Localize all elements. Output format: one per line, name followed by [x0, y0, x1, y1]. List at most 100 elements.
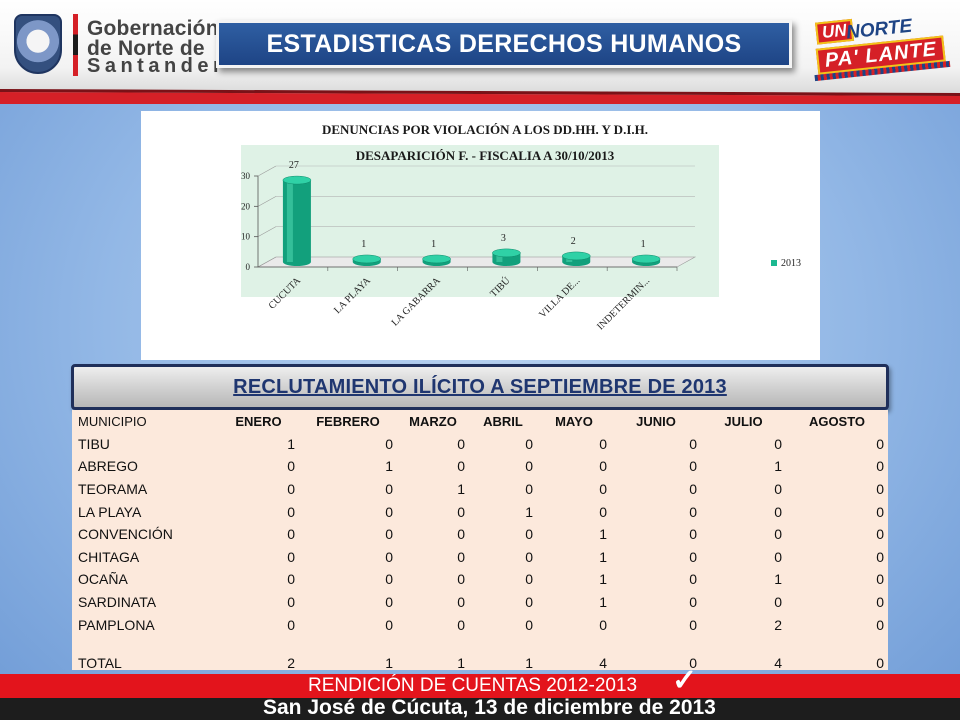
municipio-cell: LA PLAYA [78, 503, 142, 520]
value-cell: 0 [287, 571, 295, 588]
value-cell: 0 [457, 616, 465, 633]
recruitment-table-panel: MUNICIPIO ENERO FEBRERO MARZO ABRIL MAYO… [72, 410, 888, 671]
chart-panel: 0 10 20 30 27 CUCUTA 1 LA PLAYA 1 LA GABARRA 3 TIBÚ… [141, 111, 820, 360]
recruitment-banner: RECLUTAMIENTO ILÍCITO A SEPTIEMBRE DE 20… [71, 364, 889, 410]
value-cell: 0 [774, 503, 782, 520]
table-row: OCAÑA 0 0 0 0 1 0 1 0 [72, 568, 888, 591]
value-cell: 0 [457, 548, 465, 565]
legend-swatch [771, 260, 777, 266]
value-cell: 0 [689, 548, 697, 565]
bar-top [422, 254, 451, 264]
value-cell: 0 [689, 594, 697, 611]
bar-top [352, 254, 381, 264]
value-cell: 0 [774, 481, 782, 498]
value-cell: 1 [385, 655, 393, 672]
data-label: 2 [571, 236, 576, 247]
table-row: CONVENCIÓN 0 0 0 0 1 0 0 0 [72, 523, 888, 546]
value-cell: 0 [689, 458, 697, 475]
value-cell: 0 [876, 616, 884, 633]
municipio-cell: ABREGO [78, 458, 138, 475]
value-cell: 1 [385, 458, 393, 475]
data-label: 1 [361, 239, 366, 250]
chart-subtitle: DESAPARICIÓN F. - FISCALIA A 30/10/2013 [356, 148, 615, 163]
value-cell: 0 [287, 548, 295, 565]
value-cell: 0 [599, 616, 607, 633]
value-cell: 0 [525, 435, 533, 452]
value-cell: 1 [774, 458, 782, 475]
value-cell: 1 [457, 655, 465, 672]
column-header: JULIO [724, 413, 763, 429]
value-cell: 0 [599, 481, 607, 498]
bar-highlight [286, 180, 293, 262]
value-cell: 2 [287, 655, 295, 672]
value-cell: 0 [876, 503, 884, 520]
table-body: TIBU 1 0 0 0 0 0 0 0 ABREGO 0 1 0 0 0 0 1 0 TEORAMA 0 0 1 0 0 0 0… [72, 433, 888, 675]
org-name-line-1: Gobernación [87, 17, 219, 40]
footer-red-band: RENDICIÓN DE CUENTAS 2012-2013 ✓ [0, 666, 960, 698]
value-cell: 0 [457, 526, 465, 543]
value-cell: 1 [774, 571, 782, 588]
bar-highlight [496, 252, 503, 262]
value-cell: 0 [599, 503, 607, 520]
column-header: AGOSTO [808, 413, 866, 429]
chart-floor [256, 256, 697, 268]
table-row: TEORAMA 0 0 1 0 0 0 0 0 [72, 478, 888, 501]
value-cell: 0 [774, 548, 782, 565]
value-cell: 1 [525, 655, 533, 672]
value-cell: 2 [774, 616, 782, 633]
value-cell: 0 [385, 594, 393, 611]
column-header: MARZO [409, 413, 457, 429]
y-tick-label: 30 [241, 171, 251, 181]
table-row: TIBU 1 0 0 0 0 0 0 0 [72, 433, 888, 456]
value-cell: 1 [599, 571, 607, 588]
page-title: ESTADISTICAS DERECHOS HUMANOS [216, 20, 792, 68]
value-cell: 0 [457, 594, 465, 611]
value-cell: 0 [525, 548, 533, 565]
rendicion-text: RENDICIÓN DE CUENTAS 2012-2013 [308, 675, 638, 696]
value-cell: 0 [287, 503, 295, 520]
spacer-cell [72, 636, 888, 652]
recruitment-table: MUNICIPIO ENERO FEBRERO MARZO ABRIL MAYO… [72, 410, 888, 675]
value-cell: 0 [689, 503, 697, 520]
value-cell: 0 [774, 594, 782, 611]
municipio-cell: OCAÑA [78, 571, 128, 588]
org-name-line-2: de Norte de [87, 37, 205, 60]
value-cell: 0 [876, 548, 884, 565]
value-cell: 0 [385, 481, 393, 498]
value-cell: 1 [525, 503, 533, 520]
header-red-swoosh [0, 89, 960, 104]
recruitment-banner-title: RECLUTAMIENTO ILÍCITO A SEPTIEMBRE DE 20… [233, 375, 727, 398]
value-cell: 0 [525, 571, 533, 588]
value-cell: 4 [774, 655, 782, 672]
crest-logo-icon [14, 14, 62, 74]
value-cell: 0 [689, 616, 697, 633]
legend-label: 2013 [781, 258, 801, 269]
value-cell: 0 [876, 458, 884, 475]
value-cell: 0 [774, 435, 782, 452]
municipio-cell: SARDINATA [78, 594, 157, 611]
value-cell: 0 [689, 481, 697, 498]
value-cell: 0 [599, 458, 607, 475]
value-cell: 0 [457, 435, 465, 452]
value-cell: 0 [385, 548, 393, 565]
column-header: FEBRERO [316, 413, 380, 429]
value-cell: 0 [385, 435, 393, 452]
value-cell: 0 [876, 481, 884, 498]
data-label: 3 [501, 233, 506, 244]
logo-separator [73, 14, 78, 76]
check-mark-icon: ✓ [672, 664, 698, 697]
value-cell: 0 [599, 435, 607, 452]
value-cell: 1 [599, 594, 607, 611]
value-cell: 0 [689, 655, 697, 672]
column-header: JUNIO [636, 413, 676, 429]
plot-background [241, 145, 719, 297]
gridline-side [257, 165, 277, 177]
value-cell: 0 [876, 571, 884, 588]
value-cell: 0 [385, 503, 393, 520]
table-row: SARDINATA 0 0 0 0 1 0 0 0 [72, 591, 888, 614]
value-cell: 0 [774, 526, 782, 543]
value-cell: 0 [287, 458, 295, 475]
value-cell: 0 [525, 616, 533, 633]
value-cell: 1 [457, 481, 465, 498]
